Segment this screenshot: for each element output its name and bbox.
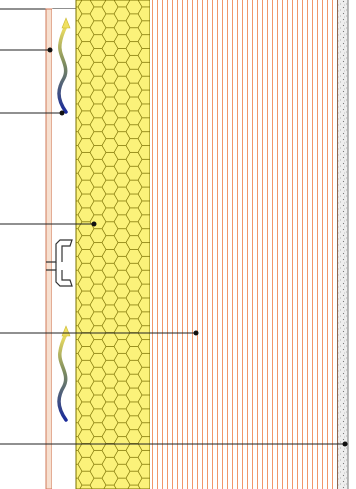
brick-masonry: [150, 0, 338, 489]
leader-plaster: [0, 441, 348, 447]
leader-air-gap: [0, 110, 65, 116]
leader-masonry: [0, 330, 199, 336]
cladding-panel: [45, 8, 53, 489]
leader-cladding: [0, 47, 53, 53]
airflow-arrow-upper: [57, 17, 71, 114]
fixing-bracket: [46, 239, 73, 287]
leader-insulation: [0, 221, 97, 227]
thermal-insulation: [75, 0, 151, 489]
interior-plaster: [338, 0, 348, 489]
